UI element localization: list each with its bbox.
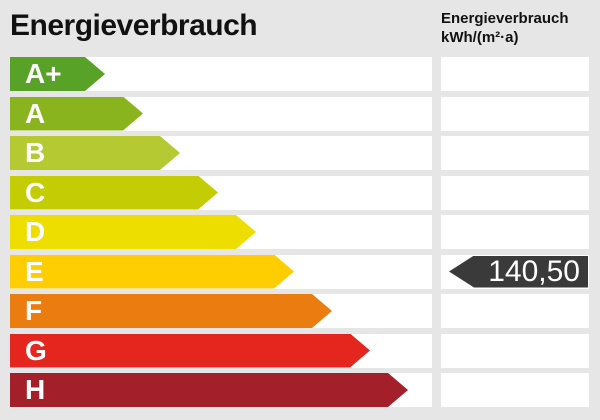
value-cell	[441, 294, 589, 328]
class-letter: F	[25, 295, 43, 326]
class-arrow: E	[10, 255, 294, 289]
class-letter: A+	[25, 58, 62, 89]
class-arrow: D	[10, 215, 256, 249]
scale-row: H	[0, 373, 600, 407]
class-arrow: F	[10, 294, 332, 328]
scale-row-track: H	[10, 373, 432, 407]
value-cell	[441, 57, 589, 91]
scale-row: D	[0, 215, 600, 249]
value-cell	[441, 373, 589, 407]
class-arrow: G	[10, 334, 370, 368]
value-cell	[441, 175, 589, 210]
unit-header: Energieverbrauch kWh/(m²·a)	[441, 9, 589, 47]
class-letter: E	[25, 255, 44, 287]
value-cell	[441, 333, 589, 368]
class-arrow: H	[10, 373, 408, 407]
value-tag: 140,50	[449, 255, 588, 288]
class-letter: H	[25, 374, 46, 405]
value-cell: 140,50	[441, 254, 589, 289]
unit-header-line2: kWh/(m²·a)	[441, 29, 519, 46]
class-arrow: A	[10, 97, 143, 131]
scale-row: A+	[0, 57, 600, 91]
efficiency-scale: A+ A B C D	[0, 57, 600, 407]
scale-row: A	[0, 96, 600, 131]
scale-row-track: C	[10, 175, 432, 210]
page-title: Energieverbrauch	[10, 9, 258, 42]
scale-row-track: F	[10, 294, 432, 328]
unit-header-line1: Energieverbrauch	[441, 10, 569, 27]
scale-row-track: E	[10, 254, 432, 289]
scale-row: C	[0, 175, 600, 210]
class-letter: B	[25, 137, 46, 168]
value-cell	[441, 136, 589, 170]
scale-row-track: B	[10, 136, 432, 170]
scale-row: B	[0, 136, 600, 170]
value-cell	[441, 96, 589, 131]
scale-row-track: A	[10, 96, 432, 131]
scale-row: E 140,50	[0, 254, 600, 289]
class-letter: C	[25, 176, 46, 208]
class-letter: A	[25, 97, 46, 129]
class-arrow: C	[10, 176, 218, 210]
class-letter: D	[25, 216, 46, 247]
scale-row-track: D	[10, 215, 432, 249]
class-arrow: B	[10, 136, 180, 170]
scale-row: F	[0, 294, 600, 328]
class-arrow: A+	[10, 57, 105, 91]
class-letter: G	[25, 334, 47, 366]
scale-row-track: G	[10, 333, 432, 368]
scale-row: G	[0, 333, 600, 368]
value-cell	[441, 215, 589, 249]
scale-row-track: A+	[10, 57, 432, 91]
